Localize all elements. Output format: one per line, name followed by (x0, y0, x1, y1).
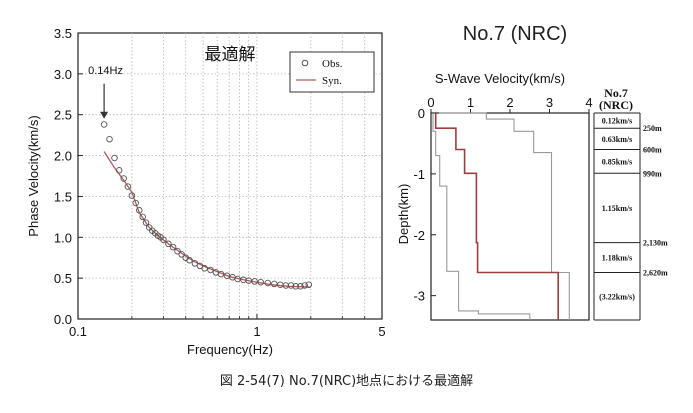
obs-point (191, 260, 199, 267)
obs-point (169, 243, 177, 251)
dispersion-x-axis-label: Frequency(Hz) (187, 342, 273, 357)
layer-velocity: 0.85km/s (602, 157, 632, 166)
y-tick-label: 0.5 (54, 271, 72, 286)
obs-point (264, 279, 272, 287)
profile-plot-frame (430, 112, 590, 321)
obs-point (100, 121, 108, 128)
layer-velocity: 1.15km/s (602, 204, 632, 213)
layer-bottom-depth: 250m (643, 124, 662, 133)
profile-y-tick-label: -3 (413, 289, 425, 304)
layer-table: No.7 (NRC) 0.12km/s 250m 0.63km/s 600m 0.85k… (593, 86, 668, 321)
layer-velocity: 0.12km/s (602, 117, 632, 126)
obs-series (100, 121, 313, 290)
frequency-annotation: 0.14Hz (88, 65, 123, 119)
layer-bottom-depth: 990m (643, 169, 662, 178)
profile-x-tick-label: 1 (467, 95, 474, 110)
dispersion-chart-title: 最適解 (205, 45, 256, 64)
layer-table-title-line2: (NRC) (599, 98, 633, 112)
obs-point (207, 266, 214, 274)
layer-bottom-depth: 600m (643, 146, 662, 155)
obs-point (301, 282, 308, 289)
profile-x-axis-title: S-Wave Velocity(km/s) (435, 71, 565, 86)
obs-point (136, 207, 143, 214)
obs-point (132, 199, 139, 207)
legend-obs-marker (301, 59, 309, 67)
obs-point (128, 192, 136, 199)
annotation-arrow-head (100, 111, 109, 119)
profile-ticks: 0 1 2 3 4 0 -1 -2 -3 (413, 95, 592, 304)
obs-point (178, 251, 185, 258)
profile-y-tick-label: -2 (413, 228, 425, 243)
obs-point (139, 213, 146, 221)
obs-point (165, 240, 172, 248)
y-tick-label: 0.0 (54, 312, 72, 327)
obs-point (142, 219, 150, 226)
y-tick-label: 3.5 (54, 26, 72, 41)
obs-point (111, 154, 118, 162)
profile-lower-bound-line (432, 113, 531, 320)
layer-table-title-line1: No.7 (604, 86, 628, 100)
legend-syn-label: Syn. (322, 75, 342, 87)
obs-point (124, 183, 132, 190)
annotation-label: 0.14Hz (88, 65, 123, 77)
dispersion-y-axis-label: Phase Velocity(km/s) (26, 115, 41, 236)
obs-point (174, 247, 181, 255)
figure-caption: 図 2-54(7) No.7(NRC)地点における最適解 (219, 374, 474, 389)
site-title: No.7 (NRC) (463, 23, 567, 45)
y-tick-label: 1.5 (54, 189, 72, 204)
obs-point (201, 265, 208, 272)
y-tick-label: 2.5 (54, 108, 72, 123)
obs-point (257, 278, 264, 286)
layer-bottom-depth: 2,620m (643, 269, 668, 278)
obs-point (292, 283, 300, 290)
profile-x-tick-label: 0 (427, 95, 434, 110)
obs-point (297, 283, 304, 290)
obs-point (120, 175, 127, 182)
profile-y-axis-label: Depth(km) (396, 184, 411, 245)
y-tick-label: 3.0 (54, 67, 72, 82)
obs-point (186, 256, 193, 264)
profile-y-tick-label: -1 (413, 167, 425, 182)
obs-point (271, 280, 278, 288)
profile-x-tick-label: 4 (585, 95, 592, 110)
obs-point (305, 281, 313, 288)
profile-x-tick-label: 3 (546, 95, 553, 110)
velocity-profile-chart: S-Wave Velocity(km/s) 0 1 2 3 4 0 -1 -2 -3 Depth… (396, 71, 593, 321)
obs-point (115, 167, 123, 174)
layer-velocity: (3.22km/s) (599, 292, 635, 301)
y-tick-label: 2.0 (54, 149, 72, 164)
layer-velocity: 0.63km/s (602, 135, 632, 144)
legend-box (289, 51, 375, 93)
layer-table-rows: 0.12km/s 250m 0.63km/s 600m 0.85km/s 990m 1.15… (593, 112, 668, 321)
x-tick-label: 0.1 (69, 324, 87, 339)
obs-point (217, 270, 225, 278)
y-tick-label: 1.0 (54, 230, 72, 245)
x-tick-label: 1 (253, 324, 260, 339)
obs-point (251, 278, 258, 285)
dispersion-legend: Obs. Syn. (289, 51, 375, 93)
profile-optimum-line (434, 113, 559, 320)
layer-velocity: 1.18km/s (602, 254, 632, 263)
obs-point (106, 135, 113, 143)
obs-point (287, 282, 295, 289)
dispersion-ticks: 0.0 0.5 1.0 1.5 2.0 2.5 3.0 3.5 0.1 1 5 (54, 26, 386, 339)
dispersion-chart: 0.0 0.5 1.0 1.5 2.0 2.5 3.0 3.5 0.1 1 5 最適解 Freque… (26, 26, 386, 357)
profile-y-tick-label: 0 (418, 106, 425, 121)
profile-x-tick-label: 2 (506, 95, 513, 110)
x-tick-label: 5 (378, 324, 385, 339)
layer-bottom-depth: 2,130m (643, 239, 668, 248)
legend-obs-label: Obs. (322, 58, 343, 70)
obs-point (160, 236, 167, 243)
profile-series (432, 112, 570, 320)
